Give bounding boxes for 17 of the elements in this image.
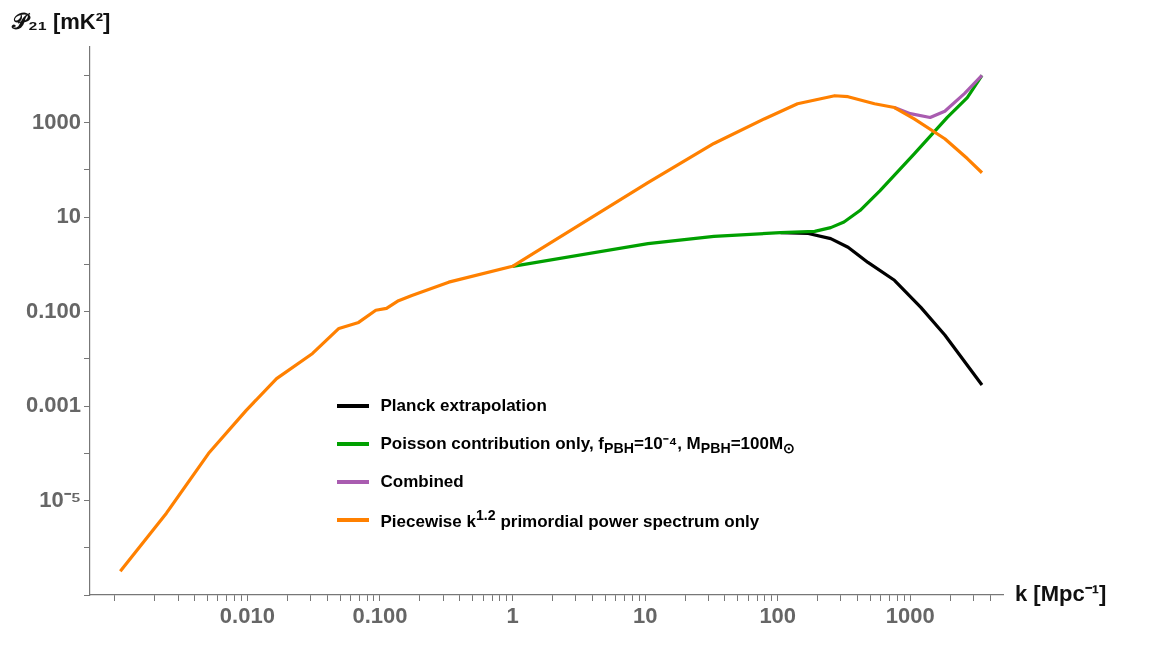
x-tick-label: 100	[759, 603, 797, 629]
legend-label: Combined	[380, 471, 464, 492]
x-tick-label: 10	[632, 603, 658, 629]
y-tick-label: 0.100	[25, 297, 81, 323]
x-tick-label: 1	[506, 603, 519, 629]
x-tick-label: 0.100	[352, 603, 408, 629]
x-axis-title: k [Mpc⁻¹]	[1015, 581, 1107, 607]
x-tick-label: 0.010	[219, 603, 275, 629]
legend-label: Poisson contribution only, f$_{PBH}$=10⁻⁴, M$_{PBH}$=100M$_{⊙}$	[380, 433, 796, 457]
y-tick-label: 1000	[32, 108, 81, 134]
y-tick-label: 10	[56, 203, 81, 229]
y-axis-title: 𝒫₂₁ [mK²]	[11, 9, 111, 35]
y-tick-label: 0.001	[25, 392, 81, 418]
x-tick-label: 1000	[885, 603, 935, 629]
y-tick-label: 10⁻⁵	[39, 486, 81, 512]
legend-label: Piecewise k$^{1.2}$ primordial power spectrum only	[380, 507, 760, 533]
legend-label: Planck extrapolation	[380, 395, 547, 416]
